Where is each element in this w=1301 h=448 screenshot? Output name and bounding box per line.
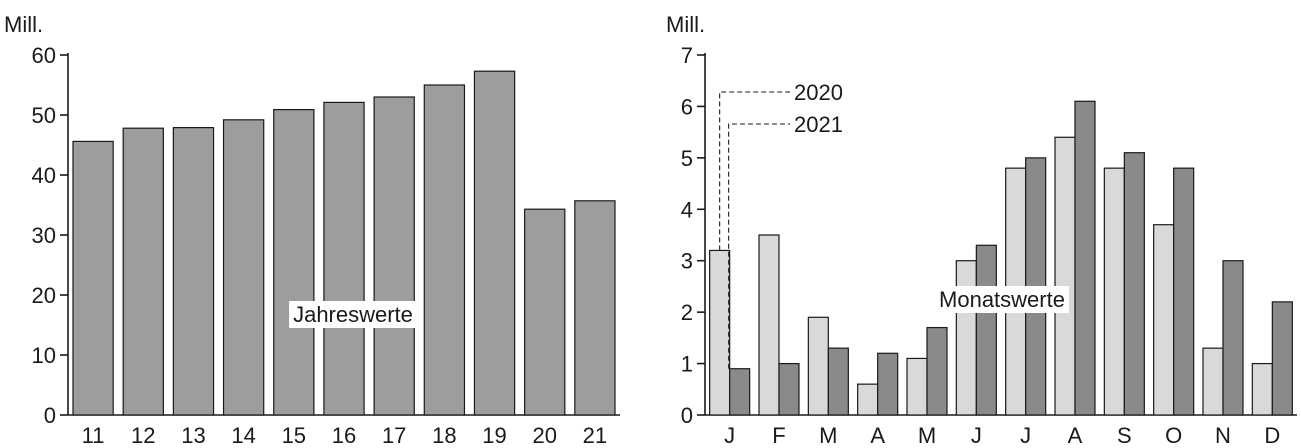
- monthly-x-tick-label: M: [819, 423, 837, 448]
- monthly-annotation-label: Monatswerte: [939, 287, 1065, 312]
- annual-unit-label: Mill.: [4, 12, 43, 37]
- monthly-bar-2021: [778, 362, 800, 416]
- monthly-y-tick-label: 6: [681, 94, 693, 119]
- monthly-bar-2021: [1173, 167, 1195, 416]
- annual-x-tick-label: 18: [432, 423, 456, 448]
- annual-y-tick-label: 30: [32, 223, 56, 248]
- monthly-bar-2020: [758, 234, 780, 416]
- monthly-x-tick-label: F: [772, 423, 785, 448]
- annual-x-tick-label: 19: [482, 423, 506, 448]
- annual-y-tick-label: 20: [32, 283, 56, 308]
- legend-label-2021: 2021: [794, 112, 843, 137]
- monthly-x-tick-label: N: [1215, 423, 1231, 448]
- annual-bar: [323, 101, 365, 416]
- annual-x-tick-label: 20: [532, 423, 556, 448]
- monthly-y-tick-label: 2: [681, 300, 693, 325]
- monthly-x-tick-label: J: [971, 423, 982, 448]
- monthly-bar-2021: [975, 244, 997, 416]
- series-legend: 2020 2021: [719, 80, 843, 369]
- monthly-bar-2021: [926, 326, 948, 416]
- annual-bar: [574, 200, 616, 416]
- monthly-y-tick-label: 5: [681, 146, 693, 171]
- monthly-bar-2021: [1222, 260, 1244, 416]
- monthly-x-tick-label: J: [724, 423, 735, 448]
- annual-bar: [172, 126, 215, 416]
- monthly-x-tick-label: O: [1165, 423, 1182, 448]
- monthly-chart: Mill. 0 1 2 3 4 5 6 7 J F M A M J J A S O N D Monatswerte 2…: [666, 12, 1297, 448]
- monthly-y-tick-label: 1: [681, 352, 693, 377]
- monthly-bar-2021: [1123, 152, 1145, 416]
- annual-y-tick-label: 10: [32, 343, 56, 368]
- monthly-x-tick-label: M: [918, 423, 936, 448]
- annual-y-tick-label: 40: [32, 163, 56, 188]
- monthly-bar-2020: [1153, 224, 1175, 416]
- monthly-bar-2021: [1271, 301, 1293, 416]
- monthly-x-tick-label: A: [870, 423, 885, 448]
- monthly-bar-2020: [807, 316, 829, 416]
- annual-y-tick-label: 50: [32, 103, 56, 128]
- monthly-bar-2020: [709, 249, 731, 416]
- annual-y-tick-label: 60: [32, 43, 56, 68]
- monthly-y-tick-label: 3: [681, 249, 693, 274]
- annual-x-tick-label: 13: [181, 423, 205, 448]
- monthly-bar-2020: [955, 260, 977, 416]
- annual-x-tick-label: 17: [382, 423, 406, 448]
- annual-x-tick-label: 21: [583, 423, 607, 448]
- monthly-bar-2020: [1103, 167, 1125, 416]
- annual-bar: [72, 140, 114, 416]
- monthly-x-tick-label: A: [1068, 423, 1083, 448]
- annual-bar: [423, 84, 466, 416]
- monthly-bar-2021: [827, 347, 849, 416]
- annual-annotation-background: [289, 301, 417, 328]
- legend-leader-2020: [719, 91, 790, 251]
- monthly-annotation: Monatswerte: [935, 286, 1069, 313]
- monthly-bar-2021: [877, 352, 899, 416]
- monthly-y-tick-label: 0: [681, 403, 693, 428]
- annual-x-tick-label: 14: [231, 423, 255, 448]
- monthly-y-tick-label: 7: [681, 43, 693, 68]
- annual-bar: [524, 208, 566, 416]
- monthly-annotation-background: [935, 286, 1069, 313]
- annual-annotation: Jahreswerte: [289, 301, 417, 328]
- monthly-bar-2020: [857, 383, 879, 416]
- monthly-bar-2020: [1251, 362, 1273, 416]
- monthly-bar-2020: [906, 357, 928, 416]
- monthly-x-tick-label: S: [1117, 423, 1132, 448]
- annual-bar: [473, 70, 516, 416]
- annual-bar: [122, 127, 164, 416]
- monthly-bar-2021: [729, 368, 751, 416]
- legend-leader-2021: [728, 123, 790, 369]
- monthly-bar-2020: [1202, 347, 1224, 416]
- annual-bar: [222, 119, 265, 416]
- monthly-x-tick-label: D: [1264, 423, 1280, 448]
- monthly-bar-2021: [1074, 100, 1096, 416]
- legend-label-2020: 2020: [794, 80, 843, 105]
- annual-y-tick-label: 0: [44, 403, 56, 428]
- monthly-x-tick-label: J: [1020, 423, 1031, 448]
- annual-x-tick-label: 15: [282, 423, 306, 448]
- annual-bar: [273, 108, 315, 416]
- annual-bar: [373, 96, 415, 416]
- monthly-unit-label: Mill.: [666, 12, 705, 37]
- annual-x-tick-label: 12: [131, 423, 155, 448]
- annual-chart: Mill. 0 10 20 30 40 50 60 11 12 13 14 15 16 17 18 19 20 2…: [4, 12, 620, 448]
- monthly-y-tick-label: 4: [681, 197, 693, 222]
- monthly-bar-2020: [1054, 136, 1076, 416]
- annual-x-tick-label: 11: [82, 423, 105, 448]
- annual-x-tick-label: 16: [332, 423, 356, 448]
- annual-annotation-label: Jahreswerte: [293, 302, 413, 327]
